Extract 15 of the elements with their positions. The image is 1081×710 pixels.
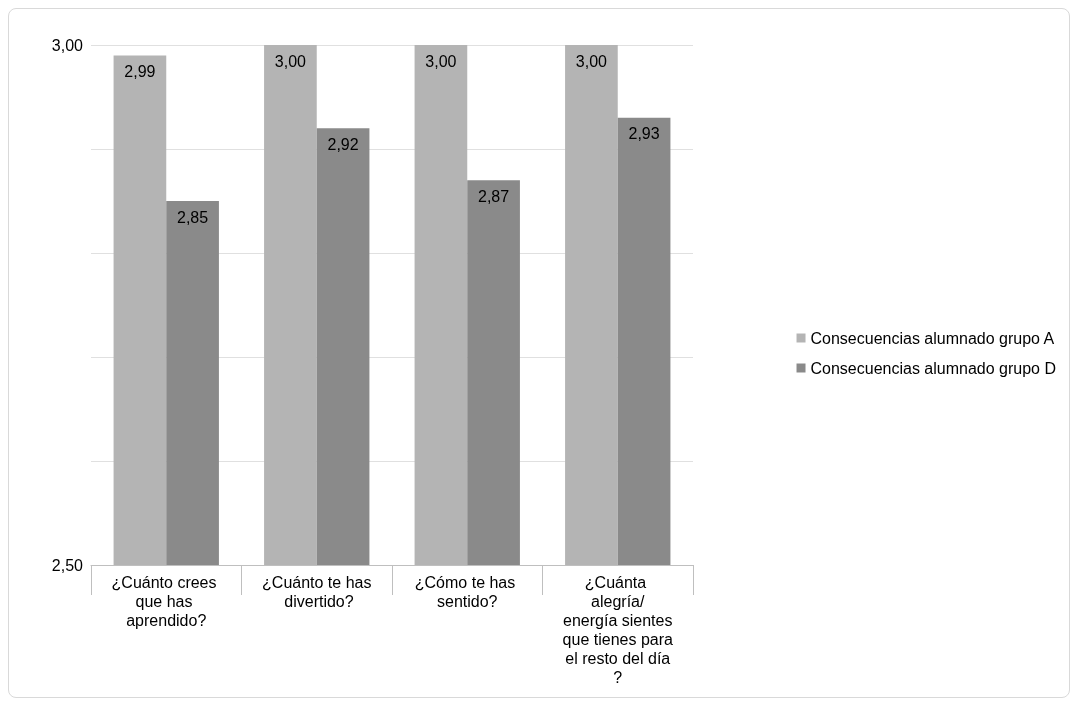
legend-label: Consecuencias alumnado grupo D: [810, 359, 1056, 377]
x-tick-label: ¿Cuánto crees que has aprendido?: [111, 574, 221, 629]
data-label: 2,99: [124, 62, 156, 80]
y-tick-label: 2,50: [51, 556, 84, 574]
data-label: 2,93: [628, 125, 660, 143]
legend-label: Consecuencias alumnado grupo A: [810, 329, 1055, 347]
data-label: 3,00: [425, 52, 457, 70]
x-tick-label: ¿Cómo te has sentido?: [414, 574, 520, 610]
data-label: 2,85: [177, 208, 209, 226]
x-tick-label: ¿Cuánto te has divertido?: [262, 574, 372, 610]
x-tick-label: ¿Cuánta alegría/energía sientes que tienes para el resto del día?: [558, 574, 678, 686]
data-label: 2,92: [327, 135, 359, 153]
data-label: 2,87: [478, 187, 510, 205]
data-label: 3,00: [274, 52, 307, 70]
data-label: 3,00: [575, 52, 608, 70]
